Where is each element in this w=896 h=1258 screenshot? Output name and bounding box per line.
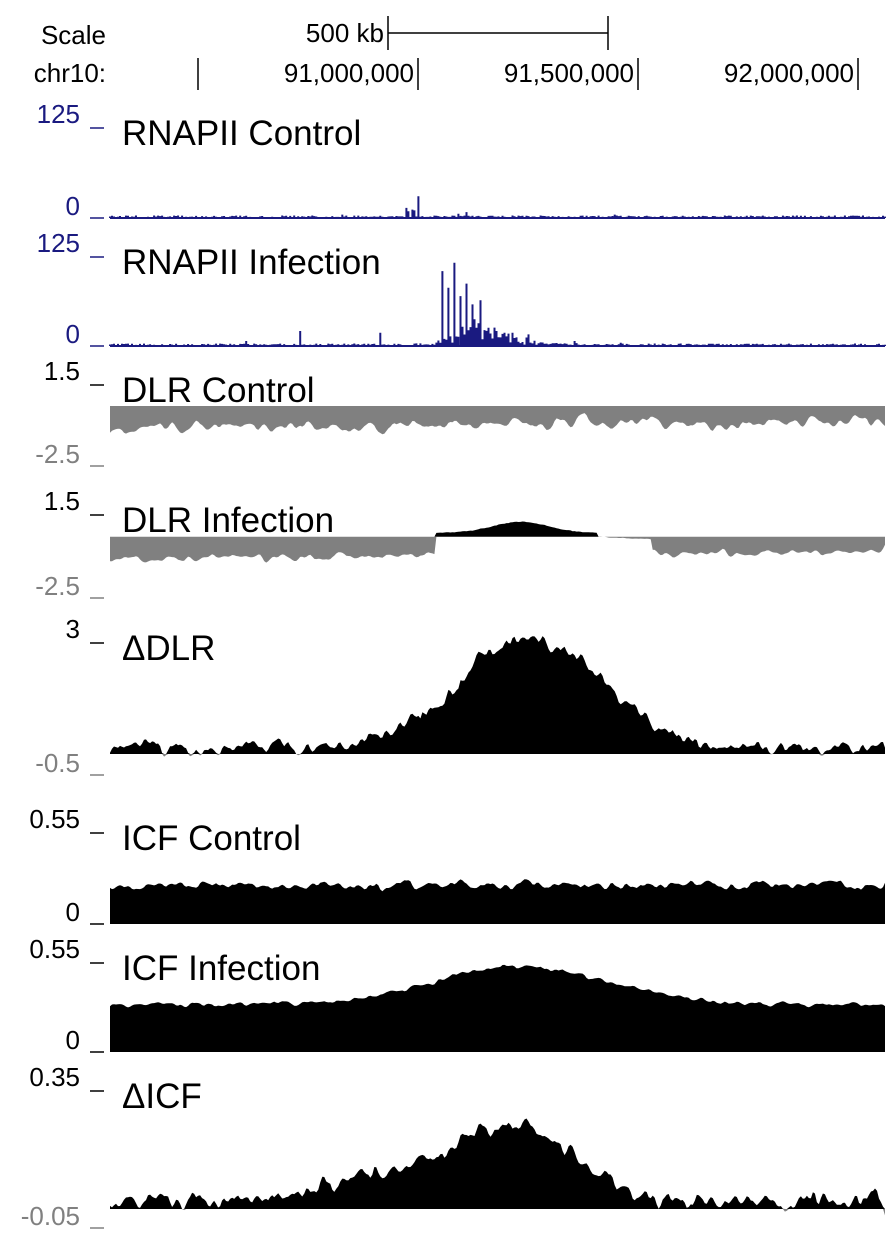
signal-area-positive: [110, 636, 885, 754]
scale-bar-label: 500 kb: [306, 18, 384, 48]
track-ymin-label: 0: [66, 319, 80, 349]
track-name: DLR Control: [122, 371, 315, 410]
signal-area-negative: [110, 406, 885, 435]
track: 1.5 -2.5 DLR Infection: [35, 486, 885, 601]
scale-bar: [387, 16, 609, 50]
signal-area-negative: [110, 536, 885, 563]
track-ymax-label: 125: [37, 99, 80, 129]
track: 0.55 0 ICF Control: [29, 804, 885, 927]
ruler-tick-label: 91,500,000: [504, 58, 634, 88]
signal-area-positive: [110, 521, 885, 537]
scale-label: Scale: [41, 20, 106, 50]
track-ymin-label: 0: [66, 191, 80, 221]
signal-bars: [109, 196, 886, 218]
track: 125 0 RNAPII Control: [37, 99, 886, 221]
track: 0.35 -0.05 ΔICF: [21, 1062, 885, 1231]
track-ymin-label: 0: [66, 1025, 80, 1055]
track-ymin-label: -0.5: [35, 748, 80, 778]
ruler-tick-label: 92,000,000: [724, 58, 854, 88]
ruler-tick-label: 91,000,000: [284, 58, 414, 88]
track-name: RNAPII Infection: [122, 243, 381, 282]
track-ymax-label: 0.35: [29, 1062, 80, 1092]
track-ymax-label: 1.5: [44, 356, 80, 386]
track-ymin-label: -0.05: [21, 1201, 80, 1231]
browser-header: Scale 500 kb chr10: 91,000,000 91,500,000…: [34, 16, 859, 90]
track-ymin-label: -2.5: [35, 439, 80, 469]
track: 3 -0.5 ΔDLR: [35, 614, 885, 778]
track-panel: 125 0 RNAPII Control 125 0 RNAPII Infection 1.…: [21, 99, 886, 1231]
track-name: ICF Infection: [122, 949, 320, 988]
signal-area-positive: [110, 879, 885, 924]
track-ymin-label: -2.5: [35, 571, 80, 601]
signal-area-negative: [110, 1209, 885, 1216]
chromosome-ruler: 91,000,000 91,500,000 92,000,000: [284, 58, 859, 90]
track-ymax-label: 0.55: [29, 934, 80, 964]
track: 0.55 0 ICF Infection: [29, 934, 885, 1055]
track-ymax-label: 125: [37, 228, 80, 258]
track-ymax-label: 3: [66, 614, 80, 644]
track: 1.5 -2.5 DLR Control: [35, 356, 885, 469]
track-name: ICF Control: [122, 819, 301, 858]
track-name: ΔICF: [122, 1077, 202, 1116]
signal-area-positive: [110, 964, 885, 1052]
track: 125 0 RNAPII Infection: [37, 228, 886, 349]
track-ymax-label: 0.55: [29, 804, 80, 834]
track-name: ΔDLR: [122, 629, 215, 668]
track-ymin-label: 0: [66, 897, 80, 927]
signal-area-positive: [110, 1118, 885, 1209]
track-ymax-label: 1.5: [44, 486, 80, 516]
chromosome-label: chr10:: [34, 58, 106, 88]
signal-area-negative: [110, 754, 885, 757]
track-name: RNAPII Control: [122, 114, 361, 153]
track-name: DLR Infection: [122, 501, 334, 540]
